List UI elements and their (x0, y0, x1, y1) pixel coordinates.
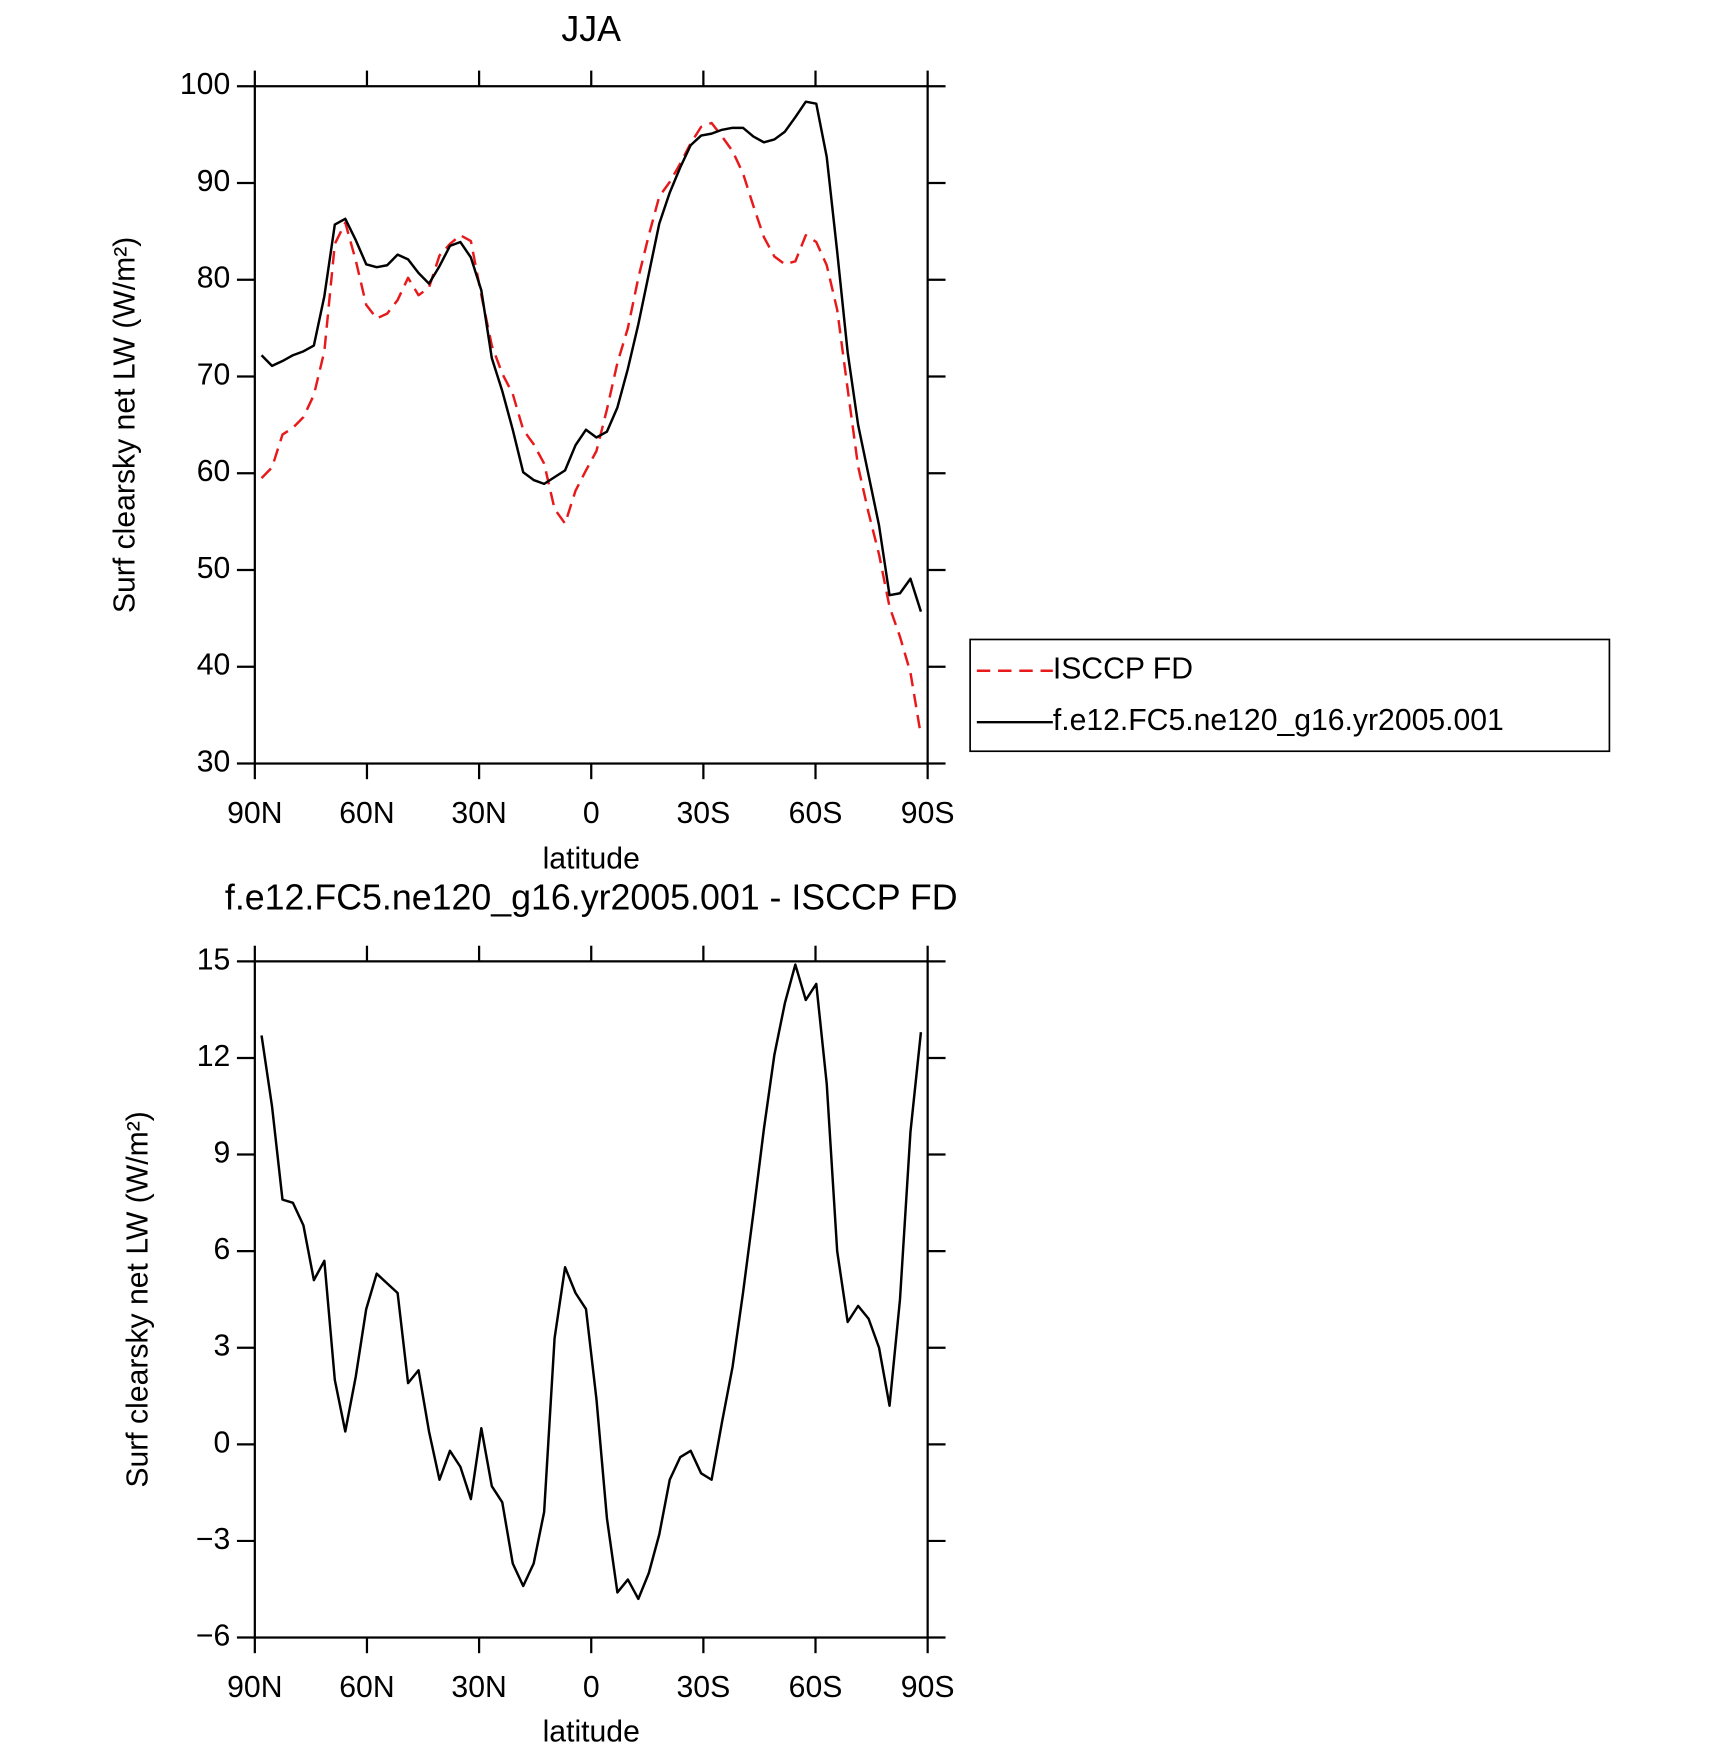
y-tick-label: 12 (197, 1040, 231, 1073)
legend-label: f.e12.FC5.ne120_g16.yr2005.001 (1053, 704, 1504, 737)
legend-box (969, 638, 1611, 753)
y-tick-label: 6 (213, 1233, 230, 1266)
legend: ISCCP FD f.e12.FC5.ne120_g16.yr2005.001 (969, 638, 1611, 753)
y-axis-title: Surf clearsky net LW (W/m²) (122, 1111, 155, 1487)
x-tick-label: 90S (901, 1671, 955, 1704)
plot-frame (253, 85, 929, 765)
y-tick-label: 60 (197, 455, 231, 488)
y-tick-label: 70 (197, 358, 231, 391)
plot-frame (253, 960, 929, 1639)
plot: f.e12.FC5.ne120_g16.yr2005.001 - ISCCP F… (122, 877, 958, 1745)
x-tick-label: 0 (583, 1671, 600, 1704)
x-tick-label: 30N (451, 797, 506, 830)
chart-title: f.e12.FC5.ne120_g16.yr2005.001 - ISCCP F… (225, 877, 958, 917)
x-axis-title: latitude (543, 843, 640, 876)
x-tick-label: 30N (451, 1671, 506, 1704)
legend-label: ISCCP FD (1053, 653, 1193, 686)
y-tick-label: 50 (197, 552, 231, 585)
y-tick-label: 90 (197, 165, 231, 198)
x-tick-label: 90N (227, 1671, 282, 1704)
x-tick-label: 0 (583, 797, 600, 830)
y-tick-label: 15 (197, 943, 231, 976)
y-tick-label: −3 (196, 1523, 230, 1556)
y-tick-label: 30 (197, 745, 231, 778)
data-line (260, 121, 923, 736)
y-tick-label: 80 (197, 262, 231, 295)
y-tick-label: 3 (213, 1330, 230, 1363)
x-tick-label: 90S (901, 797, 955, 830)
x-tick-label: 30S (677, 1671, 731, 1704)
x-tick-label: 60S (789, 797, 843, 830)
x-tick-label: 60N (339, 1671, 394, 1704)
data-line (260, 100, 923, 612)
x-tick-label: 90N (227, 797, 282, 830)
x-tick-label: 60S (789, 1671, 843, 1704)
data-line (260, 963, 923, 1601)
y-tick-label: 100 (180, 68, 230, 101)
y-tick-label: 0 (213, 1426, 230, 1459)
x-axis-title: latitude (543, 1716, 640, 1745)
plot: JJA latitude Surf clearsky net LW (W/m²) 30… (108, 9, 954, 876)
y-tick-label: 9 (213, 1137, 230, 1170)
x-tick-label: 60N (339, 797, 394, 830)
y-axis-title: Surf clearsky net LW (W/m²) (108, 237, 141, 613)
y-tick-label: −6 (196, 1619, 230, 1652)
chart-title: JJA (561, 9, 621, 49)
x-tick-label: 30S (677, 797, 731, 830)
y-tick-label: 40 (197, 649, 231, 682)
